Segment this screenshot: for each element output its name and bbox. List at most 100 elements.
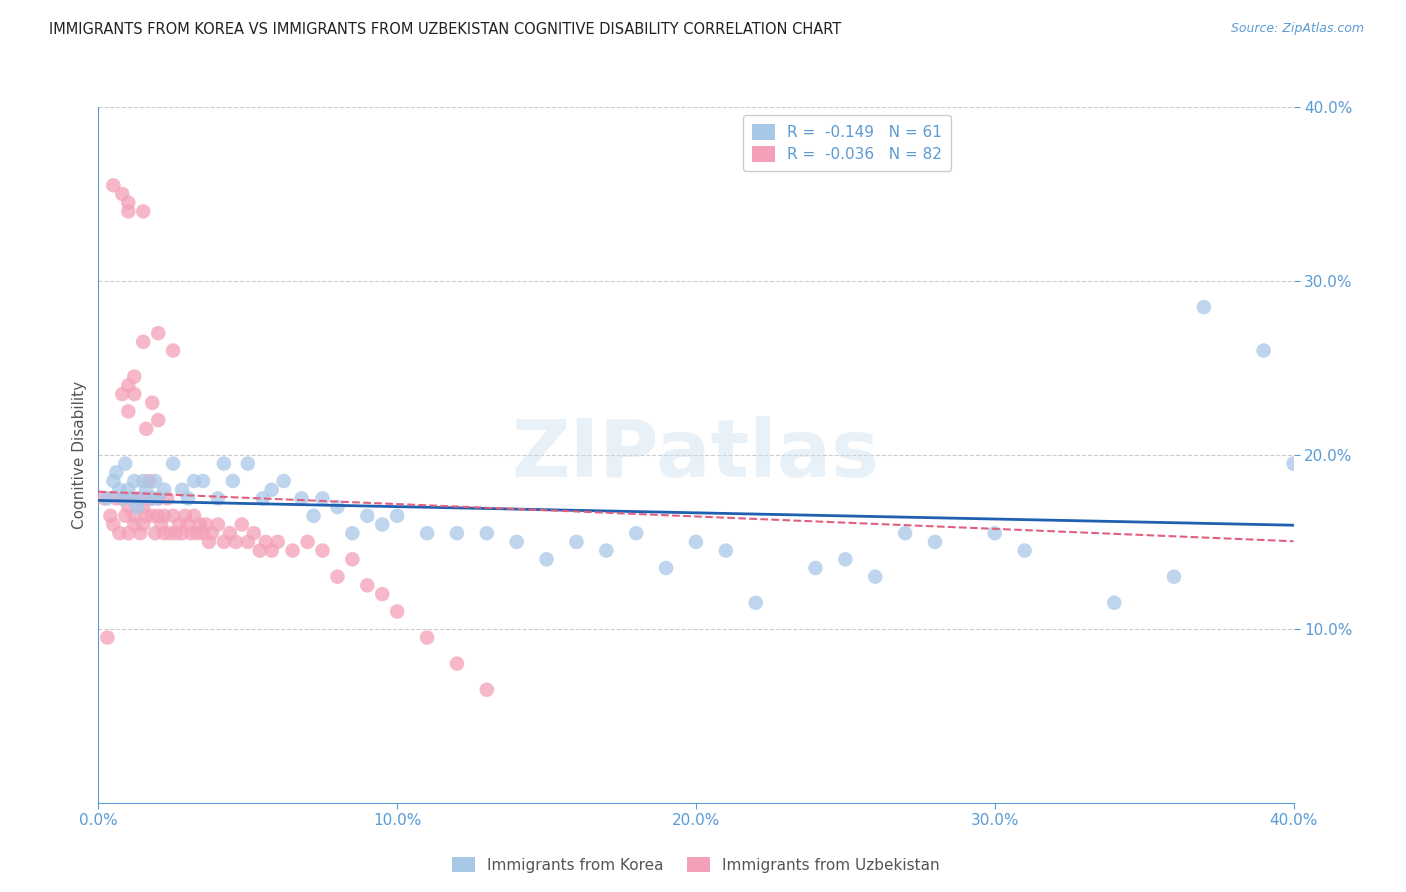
Text: IMMIGRANTS FROM KOREA VS IMMIGRANTS FROM UZBEKISTAN COGNITIVE DISABILITY CORRELA: IMMIGRANTS FROM KOREA VS IMMIGRANTS FROM…	[49, 22, 841, 37]
Point	[186, 526, 208, 541]
Point	[475, 526, 498, 541]
Point	[96, 631, 118, 645]
Legend: Immigrants from Korea, Immigrants from Uzbekistan: Immigrants from Korea, Immigrants from U…	[446, 850, 946, 879]
Point	[98, 508, 122, 523]
Point	[132, 204, 155, 219]
Point	[143, 526, 166, 541]
Point	[342, 526, 364, 541]
Point	[177, 491, 200, 506]
Point	[132, 334, 155, 349]
Point	[148, 508, 170, 523]
Point	[150, 517, 173, 532]
Point	[183, 474, 205, 488]
Point	[141, 491, 163, 506]
Point	[127, 491, 149, 506]
Point	[132, 517, 155, 532]
Point	[804, 561, 827, 575]
Point	[117, 378, 139, 392]
Point	[141, 508, 163, 523]
Point	[311, 491, 333, 506]
Point	[129, 491, 152, 506]
Point	[342, 552, 364, 566]
Point	[135, 422, 157, 436]
Point	[103, 474, 125, 488]
Point	[117, 195, 139, 210]
Point	[624, 526, 647, 541]
Point	[356, 508, 378, 523]
Point	[1282, 457, 1305, 471]
Point	[165, 526, 187, 541]
Point	[475, 682, 498, 697]
Point	[281, 543, 304, 558]
Point	[249, 543, 271, 558]
Point	[894, 526, 917, 541]
Point	[93, 491, 115, 506]
Point	[595, 543, 617, 558]
Point	[153, 526, 176, 541]
Point	[159, 526, 181, 541]
Point	[983, 526, 1005, 541]
Point	[655, 561, 678, 575]
Point	[416, 526, 439, 541]
Point	[260, 483, 283, 497]
Point	[207, 517, 229, 532]
Point	[108, 526, 131, 541]
Point	[302, 508, 325, 523]
Point	[114, 508, 136, 523]
Point	[117, 500, 139, 514]
Point	[446, 657, 468, 671]
Point	[108, 483, 131, 497]
Point	[103, 517, 125, 532]
Point	[385, 605, 409, 619]
Point	[1014, 543, 1036, 558]
Point	[153, 508, 176, 523]
Point	[143, 474, 166, 488]
Point	[191, 474, 214, 488]
Point	[297, 534, 319, 549]
Point	[243, 526, 266, 541]
Point	[714, 543, 737, 558]
Point	[416, 631, 439, 645]
Point	[865, 570, 887, 584]
Point	[188, 517, 211, 532]
Point	[1192, 300, 1215, 314]
Point	[834, 552, 856, 566]
Point	[111, 187, 134, 202]
Point	[103, 178, 125, 193]
Point	[446, 526, 468, 541]
Point	[506, 534, 529, 549]
Point	[114, 457, 136, 471]
Point	[117, 404, 139, 418]
Point	[148, 491, 170, 506]
Point	[124, 517, 146, 532]
Point	[141, 396, 163, 410]
Point	[180, 526, 202, 541]
Point	[167, 517, 190, 532]
Point	[105, 491, 128, 506]
Point	[153, 483, 176, 497]
Point	[117, 204, 139, 219]
Point	[194, 517, 218, 532]
Point	[371, 587, 394, 601]
Point	[212, 534, 235, 549]
Point	[685, 534, 707, 549]
Point	[183, 508, 205, 523]
Point	[236, 534, 259, 549]
Point	[326, 570, 349, 584]
Point	[96, 491, 118, 506]
Point	[132, 474, 155, 488]
Point	[745, 596, 768, 610]
Point	[156, 491, 179, 506]
Point	[111, 387, 134, 401]
Point	[105, 466, 128, 480]
Point	[177, 517, 200, 532]
Point	[141, 491, 163, 506]
Point	[222, 474, 245, 488]
Point	[207, 491, 229, 506]
Text: ZIPatlas: ZIPatlas	[512, 416, 880, 494]
Point	[117, 526, 139, 541]
Point	[162, 508, 184, 523]
Point	[191, 526, 214, 541]
Text: Source: ZipAtlas.com: Source: ZipAtlas.com	[1230, 22, 1364, 36]
Point	[326, 500, 349, 514]
